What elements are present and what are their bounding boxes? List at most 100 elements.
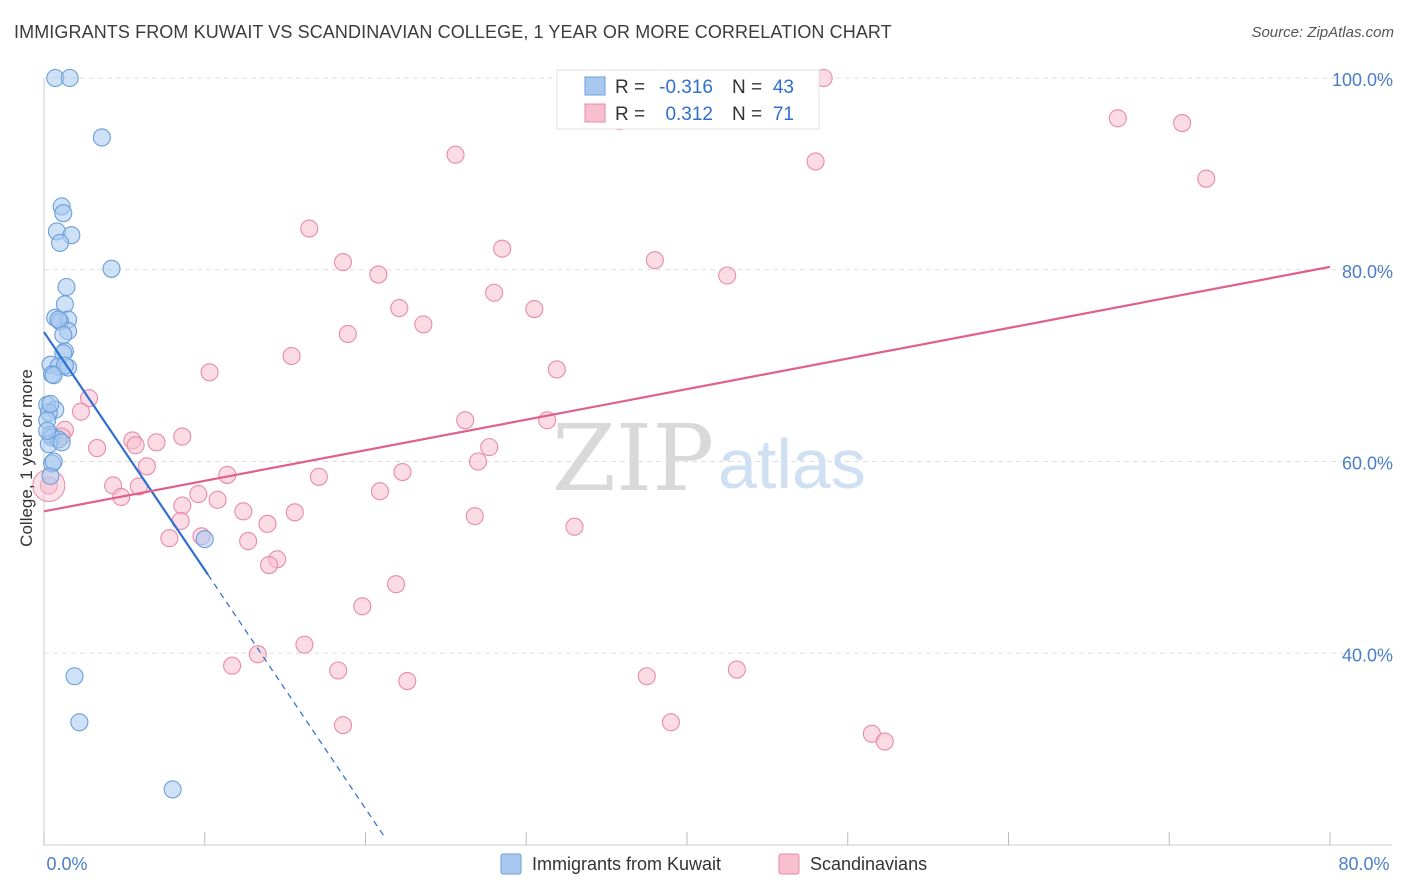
scandinavians-point	[208, 490, 227, 509]
scandinavians-point	[200, 363, 219, 382]
kuwait-point	[41, 394, 60, 414]
stats-legend-r-value: 0.312	[665, 104, 713, 125]
kuwait-point	[60, 68, 79, 88]
stats-legend-n-label: N =	[732, 104, 762, 125]
scandinavians-point	[300, 219, 319, 238]
scandinavians-trend-line	[43, 265, 1331, 513]
scandinavians-point	[1197, 169, 1216, 188]
source-credit: Source: ZipAtlas.com	[1251, 24, 1394, 41]
x-tick-label: 0.0%	[46, 854, 87, 874]
y-axis-label: College, 1 year or more	[17, 369, 36, 547]
watermark-atlas-text: atlas	[718, 425, 866, 503]
scandinavians-point	[71, 402, 91, 421]
bottom-legend-swatch-scandinavians	[778, 853, 800, 875]
kuwait-trend-extension	[207, 574, 386, 838]
scandinavians-point	[1108, 109, 1127, 128]
scandinavians-point	[295, 635, 314, 654]
scandinavians-point	[173, 427, 192, 446]
y-tick-labels: 100.0% 80.0% 60.0% 40.0%	[1332, 70, 1393, 665]
scandinavians-point	[456, 411, 475, 430]
stats-legend-r-label: R =	[615, 104, 645, 125]
scandinavians-point	[718, 266, 737, 285]
scandinavians-point	[525, 300, 544, 319]
kuwait-point	[44, 366, 63, 385]
scandinavians-point	[1173, 114, 1192, 133]
x-tick-labels: 0.0% 80.0%	[46, 854, 1389, 874]
scandinavians-point	[147, 433, 166, 452]
kuwait-point	[44, 452, 63, 471]
scandinavians-point	[645, 251, 664, 270]
scandinavians-point	[875, 732, 894, 751]
scandinavians-point	[637, 667, 656, 686]
scandinavians-point	[547, 360, 566, 379]
kuwait-point	[49, 310, 68, 329]
scandinavians-point	[259, 555, 279, 575]
scandinavians-point	[333, 716, 353, 735]
scandinavians-point	[480, 438, 499, 457]
x-axis-ticks	[43, 832, 1331, 845]
y-tick-label: 80.0%	[1342, 262, 1393, 282]
scandinavians-point	[189, 485, 208, 504]
scandinavians-point	[282, 346, 301, 366]
scandinavians-point	[258, 514, 277, 533]
chart-title: IMMIGRANTS FROM KUWAIT VS SCANDINAVIAN C…	[14, 22, 892, 42]
scandinavians-point	[239, 532, 258, 551]
scandinavians-point	[329, 661, 348, 680]
scandinavians-point	[248, 645, 267, 664]
kuwait-point	[70, 713, 89, 732]
scandinavians-point	[565, 517, 584, 536]
gridlines	[44, 77, 1392, 654]
stats-legend-r-value: -0.316	[659, 77, 713, 98]
stats-legend-n-value: 71	[773, 104, 794, 125]
scandinavians-point	[309, 467, 328, 486]
kuwait-point	[51, 233, 70, 252]
scandinavians-point	[485, 283, 504, 302]
scandinavians-point	[137, 457, 156, 476]
scandinavians-point	[806, 152, 825, 171]
scandinavians-point	[353, 597, 372, 616]
bottom-legend: Immigrants from Kuwait Scandinavians	[500, 853, 927, 875]
trend-lines	[43, 265, 1331, 838]
scandinavians-point	[160, 529, 179, 548]
scandinavians-point	[338, 324, 357, 344]
stats-legend-n-label: N =	[732, 77, 762, 98]
scandinavians-point	[414, 315, 433, 334]
y-tick-label: 60.0%	[1342, 454, 1393, 474]
scandinavians-point	[393, 462, 412, 482]
stats-legend-n-value: 43	[773, 77, 794, 98]
scandinavians-point	[173, 496, 192, 515]
scandinavians-point	[390, 299, 409, 318]
watermark: ZIP atlas	[552, 405, 866, 512]
scandinavians-point	[223, 656, 242, 675]
y-tick-label: 100.0%	[1332, 70, 1393, 90]
kuwait-point	[57, 277, 76, 297]
kuwait-point	[54, 325, 73, 344]
scandinavians-point	[727, 660, 746, 679]
stats-legend-swatch-kuwait	[584, 76, 606, 96]
stats-legend-swatch-scandinavians	[584, 103, 606, 123]
x-tick-label: 80.0%	[1338, 854, 1389, 874]
kuwait-point	[52, 433, 71, 452]
scandinavians-point	[446, 145, 465, 164]
y-tick-label: 40.0%	[1342, 645, 1393, 665]
scandinavians-point	[386, 575, 406, 594]
scandinavians-point	[398, 672, 417, 691]
stats-legend: R = -0.316 N = 43 R = 0.312 N = 71	[556, 69, 820, 130]
kuwait-point	[65, 667, 84, 686]
scandinavians-point	[465, 507, 484, 526]
scandinavians-point	[493, 239, 512, 258]
scandinavians-point	[468, 452, 488, 471]
scandinavians-point	[285, 503, 304, 522]
kuwait-point	[92, 128, 111, 147]
bottom-legend-label-scandinavians: Scandinavians	[810, 854, 927, 874]
scandinavians-point	[661, 713, 680, 732]
watermark-zip-text: ZIP	[552, 405, 714, 512]
kuwait-point	[195, 530, 214, 549]
scandinavians-point	[370, 482, 390, 501]
kuwait-trend-line	[43, 331, 209, 576]
scandinavians-point	[234, 502, 253, 521]
bottom-legend-swatch-kuwait	[500, 853, 522, 875]
bottom-legend-label-kuwait: Immigrants from Kuwait	[532, 854, 721, 874]
scandinavians-point	[369, 265, 388, 284]
